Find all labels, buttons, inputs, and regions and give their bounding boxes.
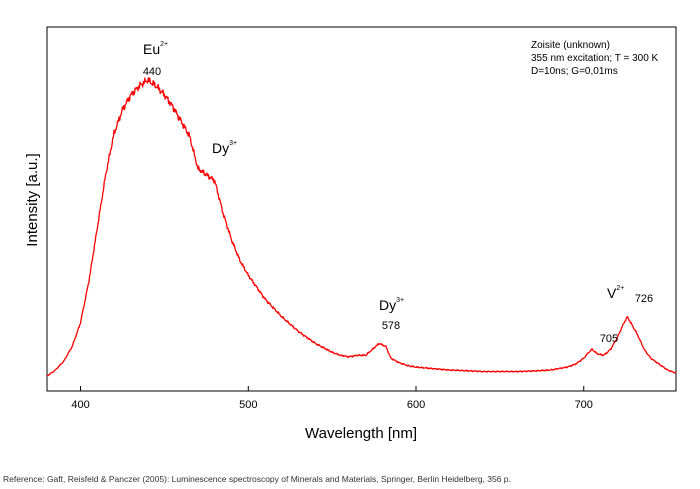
- ion-symbol: Dy: [212, 140, 229, 156]
- x-tick-label: 600: [407, 399, 425, 411]
- ion-symbol: Eu: [143, 41, 160, 57]
- reference-citation: Reference: Gaft, Reisfeld & Panczer (200…: [3, 474, 511, 484]
- x-tick-label: 400: [71, 399, 89, 411]
- info-box: Zoisite (unknown) 355 nm excitation; T = …: [531, 40, 659, 77]
- info-line: D=10ns; G=0,01ms: [531, 66, 618, 77]
- peak-value-label: 578: [382, 320, 400, 332]
- plot-frame: [46, 26, 677, 392]
- ion-symbol: Dy: [379, 297, 396, 313]
- x-axis-label: Wavelength [nm]: [305, 425, 417, 442]
- series-layer: [46, 77, 677, 377]
- ion-charge: 2+: [616, 285, 624, 292]
- spectrum-series-line: [46, 77, 677, 377]
- ion-charge: 2+: [160, 41, 168, 48]
- y-axis-label: Intensity [a.u.]: [24, 153, 41, 246]
- peak-value-label: 440: [143, 66, 161, 78]
- ion-label: Eu2+: [143, 41, 168, 57]
- peak-value-label: 726: [635, 293, 653, 305]
- info-line: 355 nm excitation; T = 300 K: [531, 53, 659, 64]
- ion-charge: 3+: [396, 297, 404, 304]
- info-line: Zoisite (unknown): [531, 40, 610, 51]
- x-axis-ticks: 400 500 600 700: [71, 386, 593, 411]
- peak-value-label: 705: [600, 333, 618, 345]
- ion-label: Dy3+: [212, 140, 237, 156]
- ion-label: Dy3+: [379, 297, 404, 313]
- ion-symbol: V: [607, 285, 617, 301]
- x-tick-label: 500: [239, 399, 257, 411]
- ion-charge: 3+: [229, 140, 237, 147]
- ion-label: V2+: [607, 285, 624, 301]
- x-tick-label: 700: [575, 399, 593, 411]
- spectrum-chart: 400 500 600 700 Eu2+440Dy3+Dy3+578V2+705726…: [24, 26, 677, 442]
